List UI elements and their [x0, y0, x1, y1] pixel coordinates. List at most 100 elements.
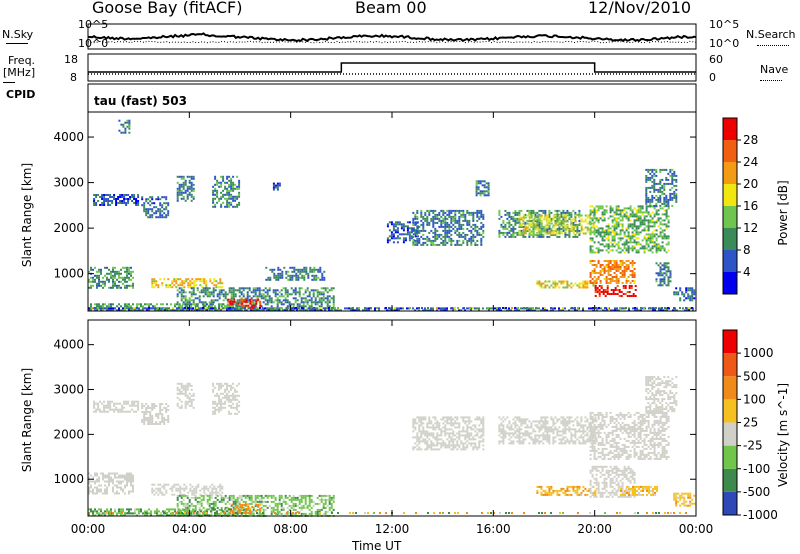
heatmap-cell — [591, 231, 594, 234]
heatmap-cell — [589, 233, 592, 236]
heatmap-cell — [647, 219, 650, 222]
heatmap-cell — [94, 482, 96, 485]
heatmap-cell — [229, 302, 232, 305]
heatmap-cell — [470, 213, 473, 216]
heatmap-cell — [657, 235, 660, 238]
heatmap-cell — [512, 227, 515, 230]
heatmap-cell — [454, 209, 457, 212]
heatmap-cell — [264, 494, 267, 497]
heatmap-cell — [275, 278, 278, 281]
heatmap-cell — [416, 211, 419, 214]
heatmap-cell — [238, 500, 241, 503]
heatmap-cell — [322, 291, 325, 294]
heatmap-cell — [182, 289, 185, 292]
heatmap-cell — [582, 286, 585, 289]
heatmap-cell — [470, 237, 473, 240]
heatmap-cell — [669, 276, 672, 279]
heatmap-cell — [388, 307, 390, 309]
heatmap-cell — [178, 287, 181, 290]
heatmap-cell — [218, 396, 221, 399]
heatmap-cell — [276, 182, 279, 185]
heatmap-cell — [163, 419, 166, 421]
heatmap-cell — [661, 241, 664, 244]
heatmap-cell — [111, 196, 114, 198]
heatmap-cell — [574, 220, 577, 223]
heatmap-cell — [137, 408, 140, 411]
heatmap-cell — [468, 223, 471, 226]
heatmap-cell — [202, 494, 205, 497]
heatmap-cell — [631, 270, 634, 272]
heatmap-cell — [633, 221, 636, 224]
heatmap-cell — [205, 487, 208, 490]
heatmap-cell — [462, 209, 465, 212]
heatmap-cell — [396, 231, 399, 234]
heatmap-cell — [167, 419, 170, 421]
heatmap-cell — [124, 309, 126, 312]
heatmap-cell — [442, 239, 445, 242]
heatmap-cell — [236, 203, 239, 206]
heatmap-cell — [653, 168, 656, 171]
heatmap-cell — [440, 233, 443, 236]
heatmap-cell — [232, 205, 235, 208]
heatmap-cell — [448, 213, 451, 216]
heatmap-cell — [184, 506, 187, 509]
heatmap-cell — [129, 410, 132, 413]
heatmap-cell — [210, 506, 213, 509]
heatmap-cell — [220, 384, 223, 387]
heatmap-cell — [645, 219, 648, 222]
heatmap-cell — [510, 233, 513, 236]
heatmap-cell — [627, 260, 630, 262]
heatmap-cell — [659, 190, 662, 193]
heatmap-cell — [96, 488, 98, 491]
heatmap-cell — [616, 289, 619, 291]
heatmap-cell — [274, 289, 277, 292]
heatmap-cell — [188, 175, 191, 178]
nave-label: Nave — [760, 63, 789, 76]
heatmap-cell — [617, 266, 620, 268]
heatmap-cell — [258, 500, 261, 503]
heatmap-cell — [589, 247, 592, 250]
heatmap-cell — [161, 491, 164, 494]
heatmap-cell — [216, 179, 219, 182]
heatmap-cell — [611, 221, 614, 224]
heatmap-cell — [288, 293, 291, 296]
heatmap-cell — [472, 215, 475, 218]
heatmap-cell — [661, 264, 664, 267]
heatmap-cell — [226, 197, 229, 200]
heatmap-cell — [295, 268, 298, 271]
heatmap-cell — [320, 305, 323, 308]
heatmap-cell — [661, 278, 664, 281]
heatmap-cell — [145, 403, 148, 405]
heatmap-cell — [294, 293, 297, 296]
heatmap-cell — [178, 500, 181, 503]
heatmap-cell — [153, 407, 156, 409]
heatmap-cell — [98, 268, 100, 271]
heatmap-cell — [121, 200, 124, 202]
heatmap-cell — [153, 280, 156, 283]
heatmap-cell — [162, 309, 164, 312]
heatmap-cell — [542, 218, 545, 221]
heatmap-cell — [621, 249, 624, 252]
heatmap-cell — [412, 229, 415, 232]
heatmap-cell — [289, 274, 292, 277]
heatmap-cell — [458, 223, 461, 226]
heatmap-cell — [554, 286, 557, 289]
heatmap-cell — [278, 500, 281, 503]
heatmap-cell — [133, 202, 136, 204]
heatmap-cell — [629, 209, 632, 212]
heatmap-cell — [396, 237, 399, 240]
heatmap-cell — [613, 235, 616, 238]
heatmap-cell — [607, 223, 610, 226]
heatmap-cell — [619, 239, 622, 242]
heatmap-cell — [250, 291, 253, 294]
heatmap-cell — [498, 235, 501, 238]
heatmap-cell — [119, 194, 122, 196]
heatmap-cell — [430, 309, 432, 312]
heatmap-cell — [318, 297, 321, 300]
heatmap-cell — [665, 270, 668, 273]
heatmap-cell — [130, 307, 132, 309]
heatmap-cell — [94, 492, 96, 495]
heatmap-cell — [502, 225, 505, 228]
heatmap-cell — [566, 211, 569, 214]
heatmap-cell — [594, 291, 597, 293]
